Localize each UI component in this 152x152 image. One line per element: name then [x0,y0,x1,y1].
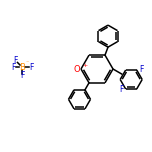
Text: F: F [29,62,33,71]
Text: O: O [73,64,80,74]
Text: F: F [11,62,15,71]
Text: F: F [14,56,18,65]
Text: F: F [20,71,24,81]
Text: B: B [19,62,25,71]
Text: F: F [119,85,124,93]
Text: F: F [140,66,144,74]
Text: ⁻: ⁻ [26,62,29,67]
Text: +: + [82,63,87,68]
